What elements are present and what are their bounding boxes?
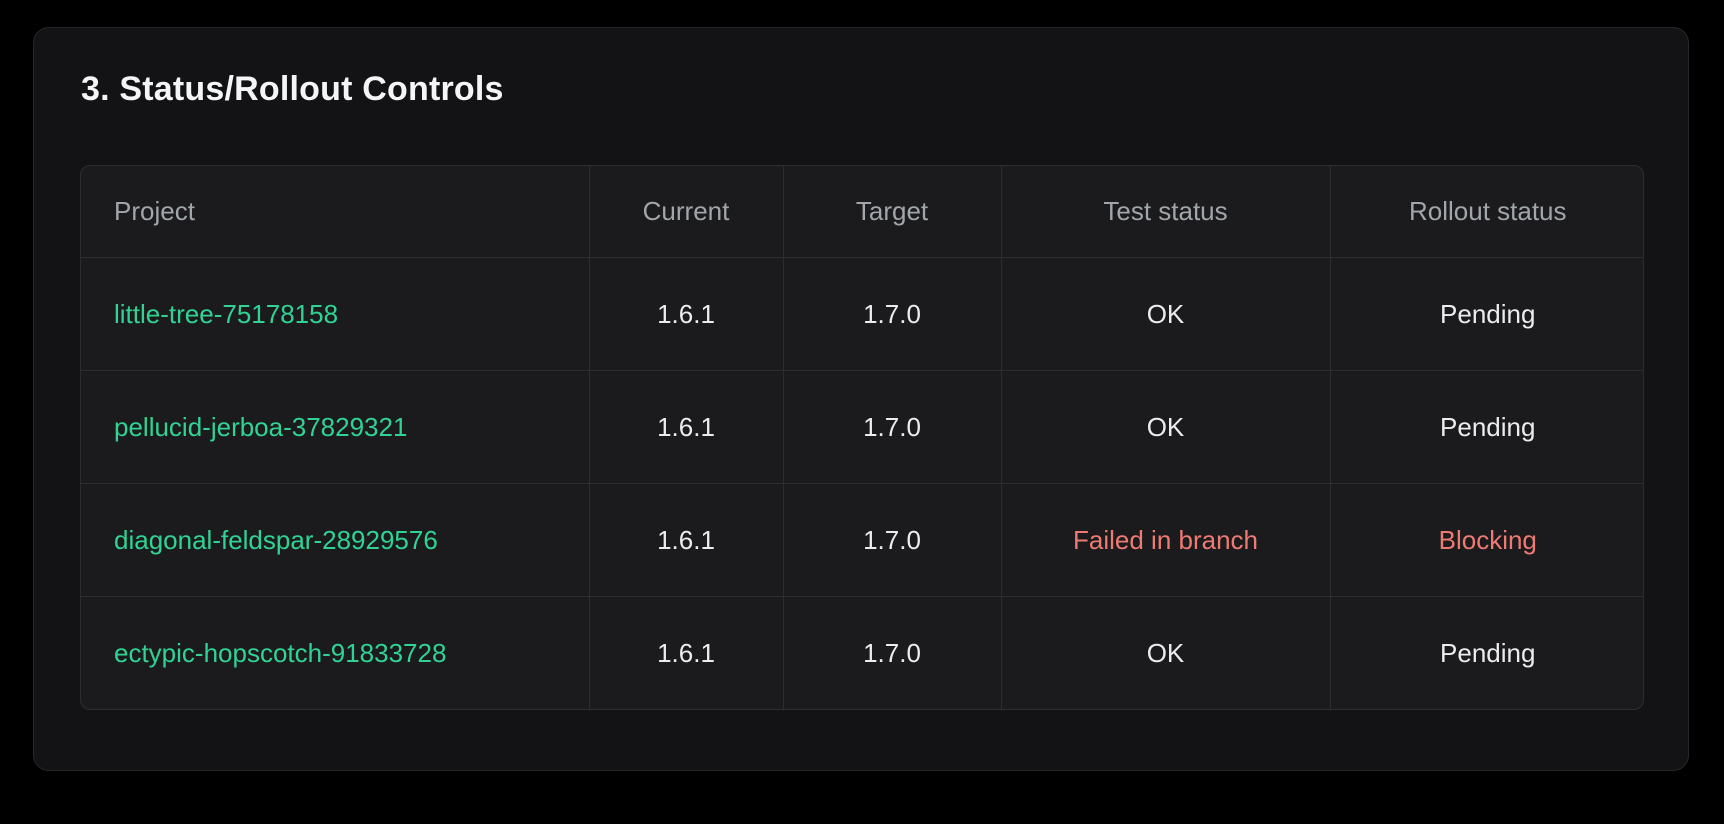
rollout-status-cell: Pending	[1329, 257, 1643, 371]
project-link[interactable]: little-tree-75178158	[114, 298, 339, 329]
current-version-cell: 1.6.1	[588, 483, 783, 597]
project-cell: little-tree-75178158	[81, 257, 589, 371]
rollout-status-cell: Blocking	[1329, 483, 1643, 597]
table-header-row: Project Current Target Test status Rollo…	[81, 166, 1643, 258]
project-cell: diagonal-feldspar-28929576	[81, 483, 589, 597]
test-status-cell: OK	[1000, 257, 1330, 371]
column-header-test-status: Test status	[1000, 166, 1330, 258]
table-row: little-tree-75178158 1.6.1 1.7.0 OK Pend…	[81, 257, 1643, 371]
project-link[interactable]: pellucid-jerboa-37829321	[114, 411, 408, 442]
table-row: pellucid-jerboa-37829321 1.6.1 1.7.0 OK …	[81, 370, 1643, 484]
target-version-cell: 1.7.0	[782, 596, 1001, 709]
rollout-status-cell: Pending	[1329, 596, 1643, 709]
table-row: ectypic-hopscotch-91833728 1.6.1 1.7.0 O…	[81, 596, 1643, 709]
target-version-cell: 1.7.0	[782, 483, 1001, 597]
table-row: diagonal-feldspar-28929576 1.6.1 1.7.0 F…	[81, 483, 1643, 597]
project-link[interactable]: diagonal-feldspar-28929576	[114, 524, 438, 555]
column-header-target: Target	[782, 166, 1001, 258]
test-status-cell: OK	[1000, 370, 1330, 484]
column-header-current: Current	[588, 166, 783, 258]
project-link[interactable]: ectypic-hopscotch-91833728	[114, 637, 447, 668]
current-version-cell: 1.6.1	[588, 370, 783, 484]
project-cell: pellucid-jerboa-37829321	[81, 370, 589, 484]
target-version-cell: 1.7.0	[782, 370, 1001, 484]
rollout-table-grid: Project Current Target Test status Rollo…	[81, 166, 1643, 709]
test-status-cell: OK	[1000, 596, 1330, 709]
section-title: 3. Status/Rollout Controls	[81, 70, 504, 108]
current-version-cell: 1.6.1	[588, 257, 783, 371]
rollout-status-cell: Pending	[1329, 370, 1643, 484]
project-cell: ectypic-hopscotch-91833728	[81, 596, 589, 709]
column-header-rollout-status: Rollout status	[1329, 166, 1643, 258]
rollout-table: Project Current Target Test status Rollo…	[80, 165, 1644, 710]
column-header-project: Project	[114, 196, 195, 226]
target-version-cell: 1.7.0	[782, 257, 1001, 371]
current-version-cell: 1.6.1	[588, 596, 783, 709]
test-status-cell: Failed in branch	[1000, 483, 1330, 597]
status-rollout-panel: 3. Status/Rollout Controls Project Curre…	[33, 27, 1689, 771]
